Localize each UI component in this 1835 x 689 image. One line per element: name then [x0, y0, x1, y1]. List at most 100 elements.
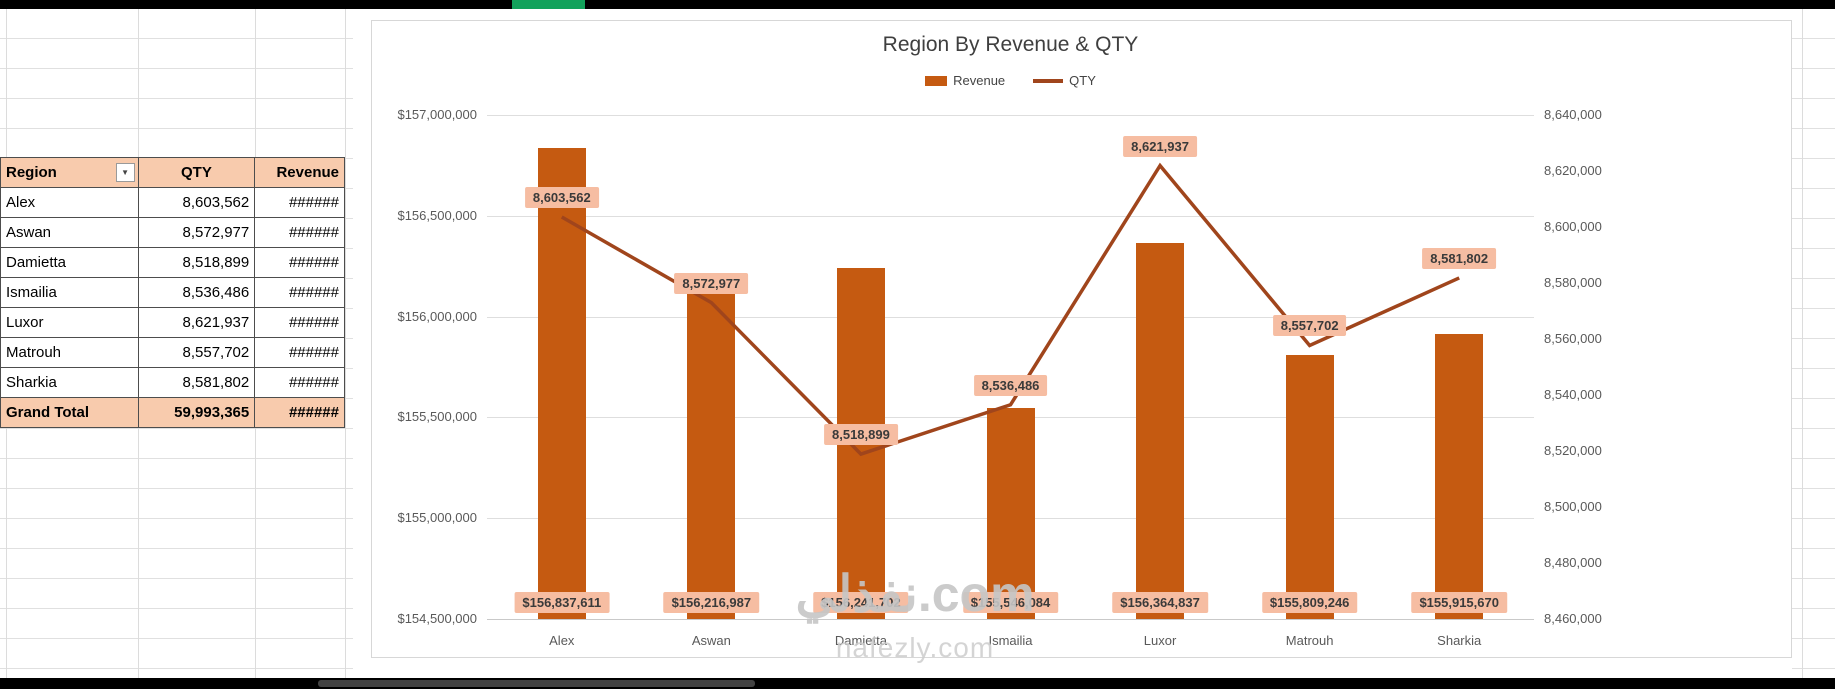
cell-qty[interactable]: 8,557,702 [139, 338, 256, 367]
category-label: Luxor [1143, 633, 1177, 648]
pivot-table-body: Alex 8,603,562 ###### Aswan 8,572,977 ###### D… [1, 188, 345, 398]
grand-total-label-cell[interactable]: Grand Total [1, 398, 139, 427]
cell-region[interactable]: Aswan [1, 218, 139, 247]
qty-line-swatch-icon [1033, 78, 1064, 83]
cell-revenue[interactable]: ###### [255, 248, 345, 277]
header-qty-cell[interactable]: QTY [139, 158, 256, 187]
chart-gridline [487, 215, 1534, 217]
cell-revenue[interactable]: ###### [255, 188, 345, 217]
revenue-data-label[interactable]: $156,216,987 [663, 592, 760, 613]
qty-data-label[interactable]: 8,518,899 [824, 424, 898, 446]
sheet-tab-accent [512, 0, 585, 9]
table-row: Luxor 8,621,937 ###### [1, 308, 345, 338]
category-label: Sharkia [1437, 633, 1482, 648]
plot-area: $157,000,000 $156,500,000 $156,000,000 $155… [372, 21, 1791, 657]
revenue-bar[interactable] [1136, 243, 1185, 619]
header-region-label: Region [6, 164, 57, 181]
revenue-bar[interactable] [986, 408, 1035, 619]
cell-region[interactable]: Alex [1, 188, 139, 217]
chart-title[interactable]: Region By Revenue & QTY [882, 33, 1139, 56]
left-axis-tick: $155,000,000 [397, 510, 477, 526]
region-filter-button[interactable]: ▼ [115, 163, 135, 182]
filter-dropdown-icon: ▼ [121, 167, 130, 177]
chart-legend: Revenue QTY [487, 73, 1534, 88]
cell-qty[interactable]: 8,603,562 [139, 188, 256, 217]
legend-label-revenue: Revenue [953, 73, 1006, 88]
cell-revenue[interactable]: ###### [255, 338, 345, 367]
chart-gridline [487, 619, 1534, 620]
qty-data-label[interactable]: 8,581,802 [1422, 247, 1497, 269]
grand-total-row: Grand Total 59,993,365 ###### [1, 398, 345, 428]
right-axis-tick: 8,540,000 [1544, 387, 1602, 402]
column-gridline [1802, 9, 1803, 678]
revenue-bar[interactable] [1435, 333, 1484, 619]
table-row: Sharkia 8,581,802 ###### [1, 368, 345, 398]
cell-qty[interactable]: 8,581,802 [139, 368, 256, 397]
legend-item-qty[interactable]: QTY [1033, 73, 1096, 88]
cell-region[interactable]: Ismailia [1, 278, 139, 307]
cell-revenue[interactable]: ###### [255, 368, 345, 397]
category-label: Damietta [834, 633, 887, 648]
revenue-bar[interactable] [1285, 355, 1334, 619]
category-label: Aswan [691, 633, 731, 648]
grand-total-revenue-cell[interactable]: ###### [255, 398, 345, 427]
category-label: Ismailia [988, 633, 1033, 648]
category-label: Alex [549, 633, 575, 648]
qty-data-label[interactable]: 8,536,486 [973, 374, 1048, 396]
worksheet-cells-right[interactable] [1792, 9, 1835, 678]
cell-qty[interactable]: 8,572,977 [139, 218, 256, 247]
left-axis-tick: $156,000,000 [397, 308, 477, 324]
qty-data-label[interactable]: 8,621,937 [1123, 135, 1197, 157]
window-bottom-bar [0, 678, 1835, 689]
table-row: Ismailia 8,536,486 ###### [1, 278, 345, 308]
cell-region[interactable]: Damietta [1, 248, 139, 277]
qty-data-label[interactable]: 8,557,702 [1272, 315, 1347, 337]
table-row: Aswan 8,572,977 ###### [1, 218, 345, 248]
pivot-header-row: Region ▼ QTY Revenue [1, 158, 345, 188]
revenue-data-label[interactable]: $155,809,246 [1261, 592, 1358, 613]
header-revenue-cell[interactable]: Revenue [255, 158, 345, 187]
qty-data-label[interactable]: 8,572,977 [674, 272, 749, 294]
header-region-cell[interactable]: Region ▼ [1, 158, 139, 187]
qty-line[interactable] [487, 115, 1534, 619]
right-axis-tick: 8,500,000 [1544, 499, 1602, 514]
column-gridline [345, 9, 346, 678]
chart-gridline [487, 115, 1534, 116]
cell-revenue[interactable]: ###### [255, 218, 345, 247]
category-label: Matrouh [1285, 633, 1334, 648]
qty-data-label[interactable]: 8,603,562 [524, 187, 599, 209]
chart-container[interactable]: Region By Revenue & QTY Revenue QTY $157… [371, 20, 1792, 658]
cell-revenue[interactable]: ###### [255, 308, 345, 337]
revenue-bar[interactable] [687, 272, 736, 619]
revenue-data-label[interactable]: $155,546,084 [962, 592, 1059, 613]
revenue-data-label[interactable]: $156,837,611 [514, 592, 610, 613]
cell-region[interactable]: Matrouh [1, 338, 139, 367]
cell-region[interactable]: Luxor [1, 308, 139, 337]
right-axis-tick: 8,520,000 [1544, 443, 1602, 458]
legend-item-revenue[interactable]: Revenue [925, 73, 1005, 88]
table-row: Damietta 8,518,899 ###### [1, 248, 345, 278]
cell-region[interactable]: Sharkia [1, 368, 139, 397]
left-axis-tick: $155,500,000 [397, 409, 477, 425]
right-axis-tick: 8,460,000 [1544, 611, 1602, 626]
revenue-data-label[interactable]: $156,241,702 [813, 592, 909, 613]
right-axis-tick: 8,560,000 [1544, 331, 1602, 346]
right-axis-tick: 8,580,000 [1544, 275, 1602, 290]
right-axis-tick: 8,600,000 [1544, 219, 1602, 234]
scrollbar-thumb[interactable] [318, 680, 755, 687]
grand-total-qty-cell[interactable]: 59,993,365 [139, 398, 256, 427]
revenue-data-label[interactable]: $155,915,670 [1411, 592, 1507, 613]
right-axis-tick: 8,480,000 [1544, 555, 1602, 570]
left-axis-tick: $154,500,000 [397, 611, 477, 626]
pivot-table: Region ▼ QTY Revenue Alex 8,603,562 ######… [0, 157, 345, 428]
cell-qty[interactable]: 8,536,486 [139, 278, 256, 307]
cell-qty[interactable]: 8,518,899 [139, 248, 256, 277]
cell-revenue[interactable]: ###### [255, 278, 345, 307]
legend-label-qty: QTY [1069, 73, 1096, 88]
revenue-bar-swatch-icon [925, 75, 948, 86]
revenue-data-label[interactable]: $156,364,837 [1112, 592, 1208, 613]
right-axis-tick: 8,640,000 [1544, 107, 1602, 122]
window-top-bar [0, 0, 1835, 9]
cell-qty[interactable]: 8,621,937 [139, 308, 256, 337]
